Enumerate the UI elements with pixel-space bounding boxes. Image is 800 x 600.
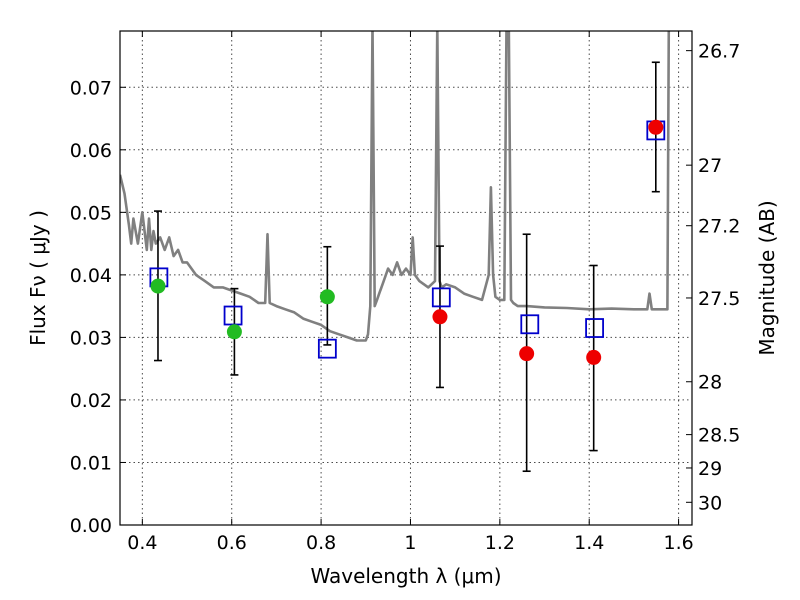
model-flux-square xyxy=(520,314,540,335)
x-tick-label: 0.6 xyxy=(217,532,247,554)
x-axis-label: Wavelength λ (μm) xyxy=(310,564,501,588)
x-tick-label: 0.8 xyxy=(306,532,336,554)
y-tick-label: 0.07 xyxy=(70,77,112,99)
magnitude-tick-label: 29 xyxy=(698,458,722,480)
plot-area xyxy=(120,31,671,473)
detected-flux-point xyxy=(226,324,242,340)
magnitude-tick-label: 27 xyxy=(698,155,722,177)
y-tick-label: 0.04 xyxy=(70,265,112,287)
x-tick-label: 1 xyxy=(404,532,416,554)
model-spectrum xyxy=(120,31,671,342)
y-tick-label: 0.02 xyxy=(70,390,112,412)
grid xyxy=(120,31,692,525)
y-tick-label: 0.01 xyxy=(70,452,112,474)
data-markers xyxy=(149,119,666,365)
x-tick-label: 1.6 xyxy=(663,532,693,554)
observed-flux-point xyxy=(648,119,664,135)
y-tick-label: 0.05 xyxy=(70,202,112,224)
axis-ticks: 0.4 0.6 0.8 1 1.2 1.4 1.6 0.00 0.01 0.02 0.03 0.04 0… xyxy=(70,31,740,554)
magnitude-tick-label: 26.7 xyxy=(698,41,740,63)
observed-flux-point xyxy=(432,309,448,325)
model-flux-square xyxy=(223,305,243,326)
y-tick-label: 0.00 xyxy=(70,515,112,537)
x-tick-label: 0.4 xyxy=(127,532,157,554)
magnitude-axis-label: Magnitude (AB) xyxy=(755,200,779,355)
observed-flux-point xyxy=(519,346,535,362)
magnitude-tick-label: 30 xyxy=(698,492,722,514)
spectrum-line xyxy=(120,31,671,342)
detected-flux-point xyxy=(319,289,335,305)
model-flux-square xyxy=(317,338,337,359)
detected-flux-point xyxy=(150,278,166,294)
observed-flux-point xyxy=(586,349,602,365)
magnitude-tick-label: 28.5 xyxy=(698,425,740,447)
y-tick-label: 0.06 xyxy=(70,140,112,162)
magnitude-tick-label: 27.5 xyxy=(698,288,740,310)
model-flux-square xyxy=(585,318,604,338)
x-tick-label: 1.4 xyxy=(574,532,604,554)
error-bars xyxy=(153,61,660,473)
plot-frame xyxy=(119,30,693,526)
y-axis-label: Flux Fν ( μJy ) xyxy=(26,210,50,346)
x-tick-label: 1.2 xyxy=(485,532,515,554)
model-flux-square xyxy=(431,287,451,308)
y-tick-label: 0.03 xyxy=(70,327,112,349)
magnitude-tick-label: 27.2 xyxy=(698,216,740,238)
magnitude-tick-label: 28 xyxy=(698,372,722,394)
axis-labels: Wavelength λ (μm) Flux Fν ( μJy ) Magnit… xyxy=(26,200,779,588)
